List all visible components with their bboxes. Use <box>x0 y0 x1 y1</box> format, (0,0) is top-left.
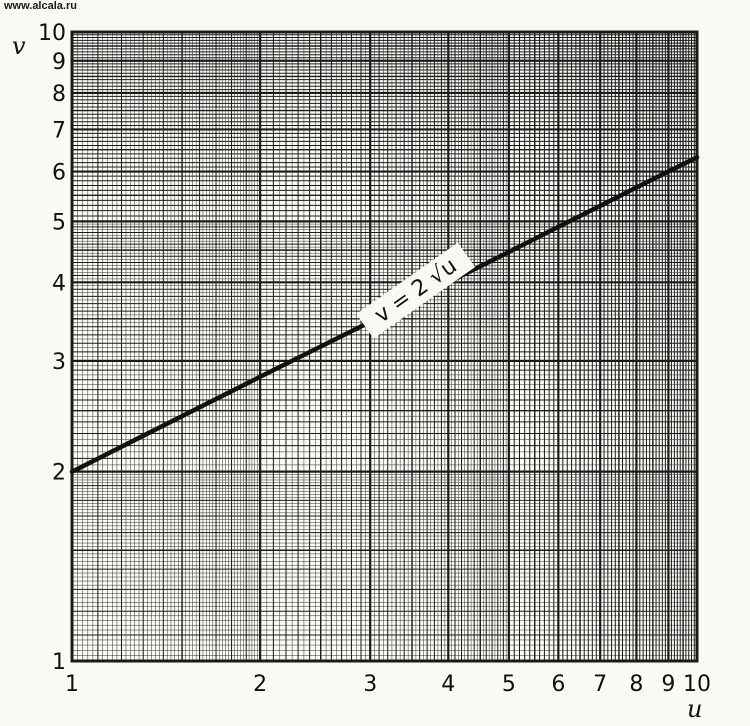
annotation-backing <box>356 242 476 339</box>
y-tick-label: 6 <box>52 161 66 186</box>
x-tick-label: 8 <box>629 672 643 697</box>
x-axis-label: u <box>687 695 702 723</box>
y-tick-label: 9 <box>52 50 66 75</box>
y-tick-label: 10 <box>38 21 66 46</box>
series-line <box>69 155 700 474</box>
x-tick-label: 1 <box>65 672 79 697</box>
series-layer <box>69 155 700 474</box>
x-tick-label: 6 <box>551 672 565 697</box>
y-tick-labels: 1 2 3 4 5 6 7 8 9 10 <box>38 21 66 675</box>
x-tick-label: 10 <box>683 672 711 697</box>
x-tick-label: 2 <box>253 672 267 697</box>
x-tick-label: 7 <box>593 672 607 697</box>
x-tick-label: 4 <box>441 672 455 697</box>
x-tick-label: 5 <box>502 672 516 697</box>
y-tick-label: 3 <box>52 350 66 375</box>
watermark: www.alcala.ru <box>4 0 77 12</box>
y-tick-label: 5 <box>52 210 66 235</box>
y-tick-label: 1 <box>52 650 66 675</box>
y-tick-label: 4 <box>52 271 66 296</box>
y-tick-label: 8 <box>52 82 66 107</box>
x-tick-label: 3 <box>363 672 377 697</box>
x-tick-labels: 1 2 3 4 5 6 7 8 9 10 <box>65 672 711 697</box>
y-tick-label: 2 <box>52 461 66 486</box>
y-tick-label: 7 <box>52 118 66 143</box>
x-tick-label: 9 <box>661 672 675 697</box>
plot-border <box>70 30 699 663</box>
grid <box>70 30 699 663</box>
y-axis-label: v <box>12 32 26 60</box>
